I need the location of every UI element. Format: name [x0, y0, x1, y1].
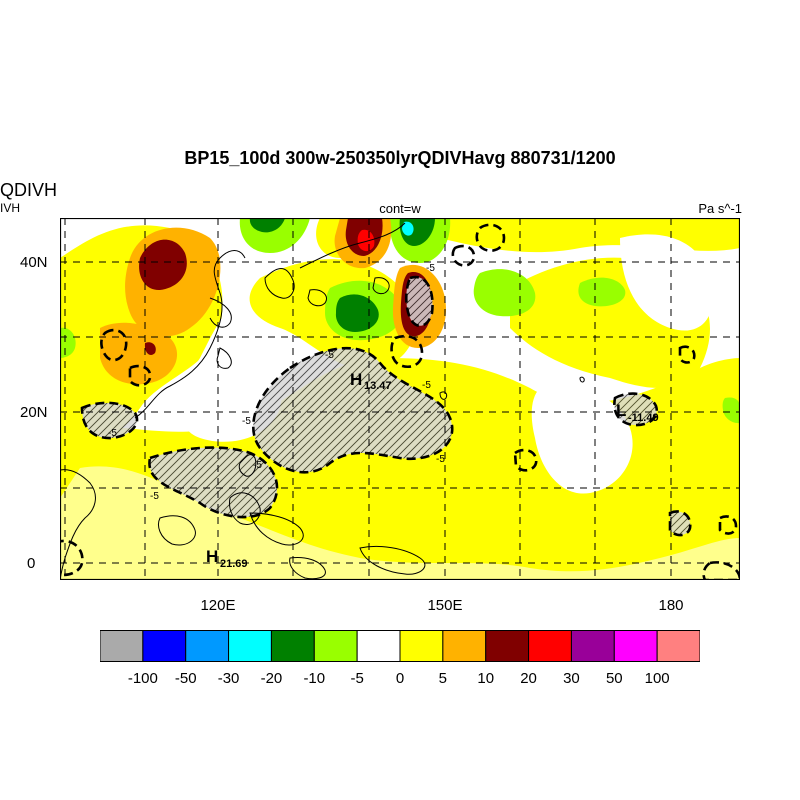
lat-label: 0 — [27, 555, 36, 572]
colorbar-label: -30 — [217, 670, 240, 687]
colorbar-label: 30 — [563, 670, 580, 687]
contour-label: -5 — [436, 454, 445, 465]
lon-label: 120E — [200, 597, 236, 614]
left-subtitle: IVH — [0, 201, 21, 215]
high-marker: H — [206, 547, 218, 566]
colorbar-label: 5 — [438, 670, 448, 687]
colorbar-label: 0 — [395, 670, 405, 687]
high-value: 21.69 — [220, 558, 248, 570]
grid-lines — [60, 218, 740, 580]
units-label: Pa s^-1 — [698, 201, 742, 216]
colorbar — [100, 630, 700, 662]
colorbar-box — [528, 630, 572, 662]
colorbar-label: -10 — [303, 670, 326, 687]
colorbar-box — [270, 630, 315, 662]
plot-title: BP15_100d 300w-250350lyrQDIVHavg 880731/… — [184, 148, 616, 168]
map-panel: -5 -5 -5 -5 -5 -5 -5 -5 H 13.47 L -11.49… — [60, 218, 740, 580]
negative-contours — [60, 223, 740, 580]
contour-label: -5 — [426, 263, 435, 274]
contour-labels: -5 -5 -5 -5 -5 -5 -5 -5 — [108, 263, 445, 502]
colorbar-box — [613, 630, 658, 662]
colorbar-box — [399, 630, 444, 662]
high-value: 13.47 — [364, 380, 392, 392]
colorbar-label: 20 — [520, 670, 537, 687]
colorbar-label: 50 — [605, 670, 623, 687]
contour-label: -5 — [325, 350, 334, 361]
high-marker: H — [350, 370, 362, 389]
colorbar-box — [485, 630, 530, 662]
colorbar-box — [142, 630, 187, 662]
contour-label: -5 — [150, 491, 159, 502]
contour-label: -5 — [108, 428, 117, 439]
colorbar-box — [313, 630, 358, 662]
colorbar-box — [570, 630, 615, 662]
low-value: -11.49 — [628, 412, 659, 424]
colorbar-label: 10 — [477, 670, 495, 687]
extrema-markers: H 13.47 L -11.49 H 21.69 — [206, 370, 659, 570]
colorbar-box — [442, 630, 487, 662]
contour-label: -5 — [253, 460, 262, 471]
map-border — [60, 218, 740, 580]
colorbar-label: -100 — [127, 670, 158, 687]
low-marker: L — [616, 401, 626, 420]
colorbar-label: -50 — [174, 670, 197, 687]
colorbar-label: -20 — [260, 670, 283, 687]
colorbar-box — [228, 630, 272, 662]
contour-label: -5 — [242, 416, 251, 427]
colorbar-box — [100, 630, 144, 662]
colorbar-label: 100 — [644, 670, 670, 687]
lon-label: 150E — [427, 597, 463, 614]
lat-label: 40N — [20, 254, 48, 271]
field-shading — [60, 218, 740, 580]
colorbar-label: -5 — [350, 670, 364, 687]
colorbar-box — [356, 630, 401, 662]
lon-label: 180 — [658, 597, 684, 614]
left-title: QDIVH — [0, 180, 58, 200]
colorbar-box — [656, 630, 700, 662]
lat-label: 20N — [20, 404, 48, 421]
contour-label: -5 — [422, 380, 431, 391]
colorbar-box — [185, 630, 230, 662]
center-string: cont=w — [379, 201, 421, 216]
